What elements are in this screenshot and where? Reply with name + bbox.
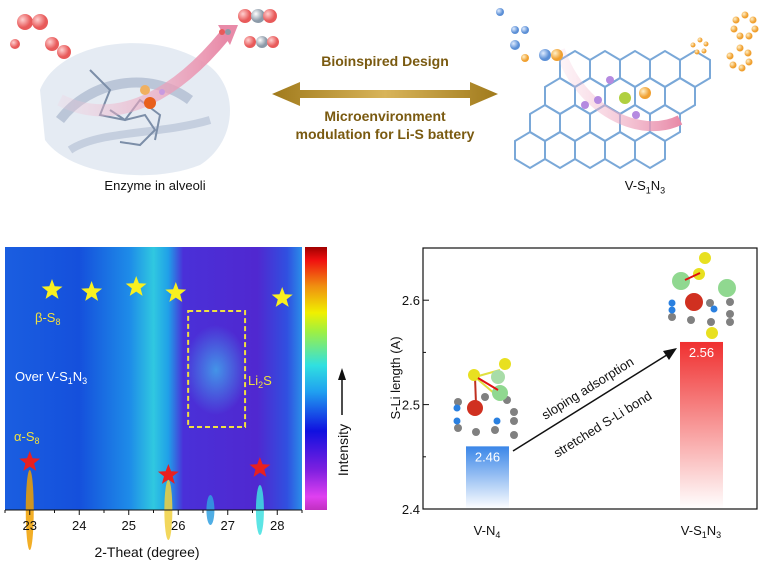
alpha-s8-label: α-S8 xyxy=(14,429,40,446)
yellow-star-icon xyxy=(41,279,63,299)
red-star-icon xyxy=(249,457,271,477)
li2s-dashed-box xyxy=(187,310,247,428)
bar-value-label: 2.56 xyxy=(689,345,714,360)
bar-v-n4 xyxy=(466,446,509,509)
y-tick-label: 2.5 xyxy=(402,398,420,413)
molecules-right xyxy=(496,8,759,132)
y-axis-label: S-Li length (A) xyxy=(388,336,403,419)
enzyme-illustration xyxy=(10,9,279,176)
bond-length-chart: 2.42.52.6 2.462.56 sloping adsorption st… xyxy=(388,247,758,540)
x-tick-label: 27 xyxy=(221,518,235,533)
x-tick-label: 28 xyxy=(270,518,284,533)
x-tick-label: 23 xyxy=(23,518,37,533)
over-vs1n3-label: Over V-S1N3 xyxy=(15,369,87,386)
yellow-star-icon xyxy=(81,281,103,301)
center-line-1: Microenvironment xyxy=(324,108,446,124)
x-tick-label: 26 xyxy=(171,518,185,533)
left-caption: Enzyme in alveoli xyxy=(104,178,206,193)
v-s1n3-structure xyxy=(668,252,736,339)
li2s-label: Li2S xyxy=(248,373,272,390)
center-line-2: modulation for Li-S battery xyxy=(295,126,475,142)
category-label-v-s1n3: V-S1N3 xyxy=(681,523,721,540)
double-arrow xyxy=(272,82,498,106)
bar-value-label: 2.46 xyxy=(475,449,500,464)
yellow-star-icon xyxy=(271,287,293,307)
yellow-star-icon xyxy=(165,282,187,302)
x-tick-label: 25 xyxy=(122,518,136,533)
category-label-v-n4: V-N4 xyxy=(474,523,501,540)
v-n4-structure xyxy=(453,358,518,439)
colorbar-label: Intensity xyxy=(335,424,351,476)
x-tick-label: 24 xyxy=(72,518,86,533)
trend-arrow xyxy=(512,352,671,452)
bar-v-s1n3 xyxy=(680,341,723,509)
y-tick-label: 2.6 xyxy=(402,293,420,308)
beta-s8-label: β-S8 xyxy=(35,310,61,327)
yellow-star-icon xyxy=(125,276,147,296)
right-caption: V-S1N3 xyxy=(624,178,666,196)
plot-frame xyxy=(422,247,758,510)
red-star-icon xyxy=(157,464,179,484)
center-title: Bioinspired Design xyxy=(321,53,449,69)
xrd-heatmap: 23 24 25 26 27 28 β-S8 Over V-S1N3 Li2S α-S8 … xyxy=(4,247,351,560)
top-illustrations xyxy=(10,8,759,176)
x-axis-label: 2-Theat (degree) xyxy=(94,544,199,560)
y-tick-label: 2.4 xyxy=(402,502,420,517)
red-star-icon xyxy=(19,451,41,471)
colorbar xyxy=(305,247,327,510)
